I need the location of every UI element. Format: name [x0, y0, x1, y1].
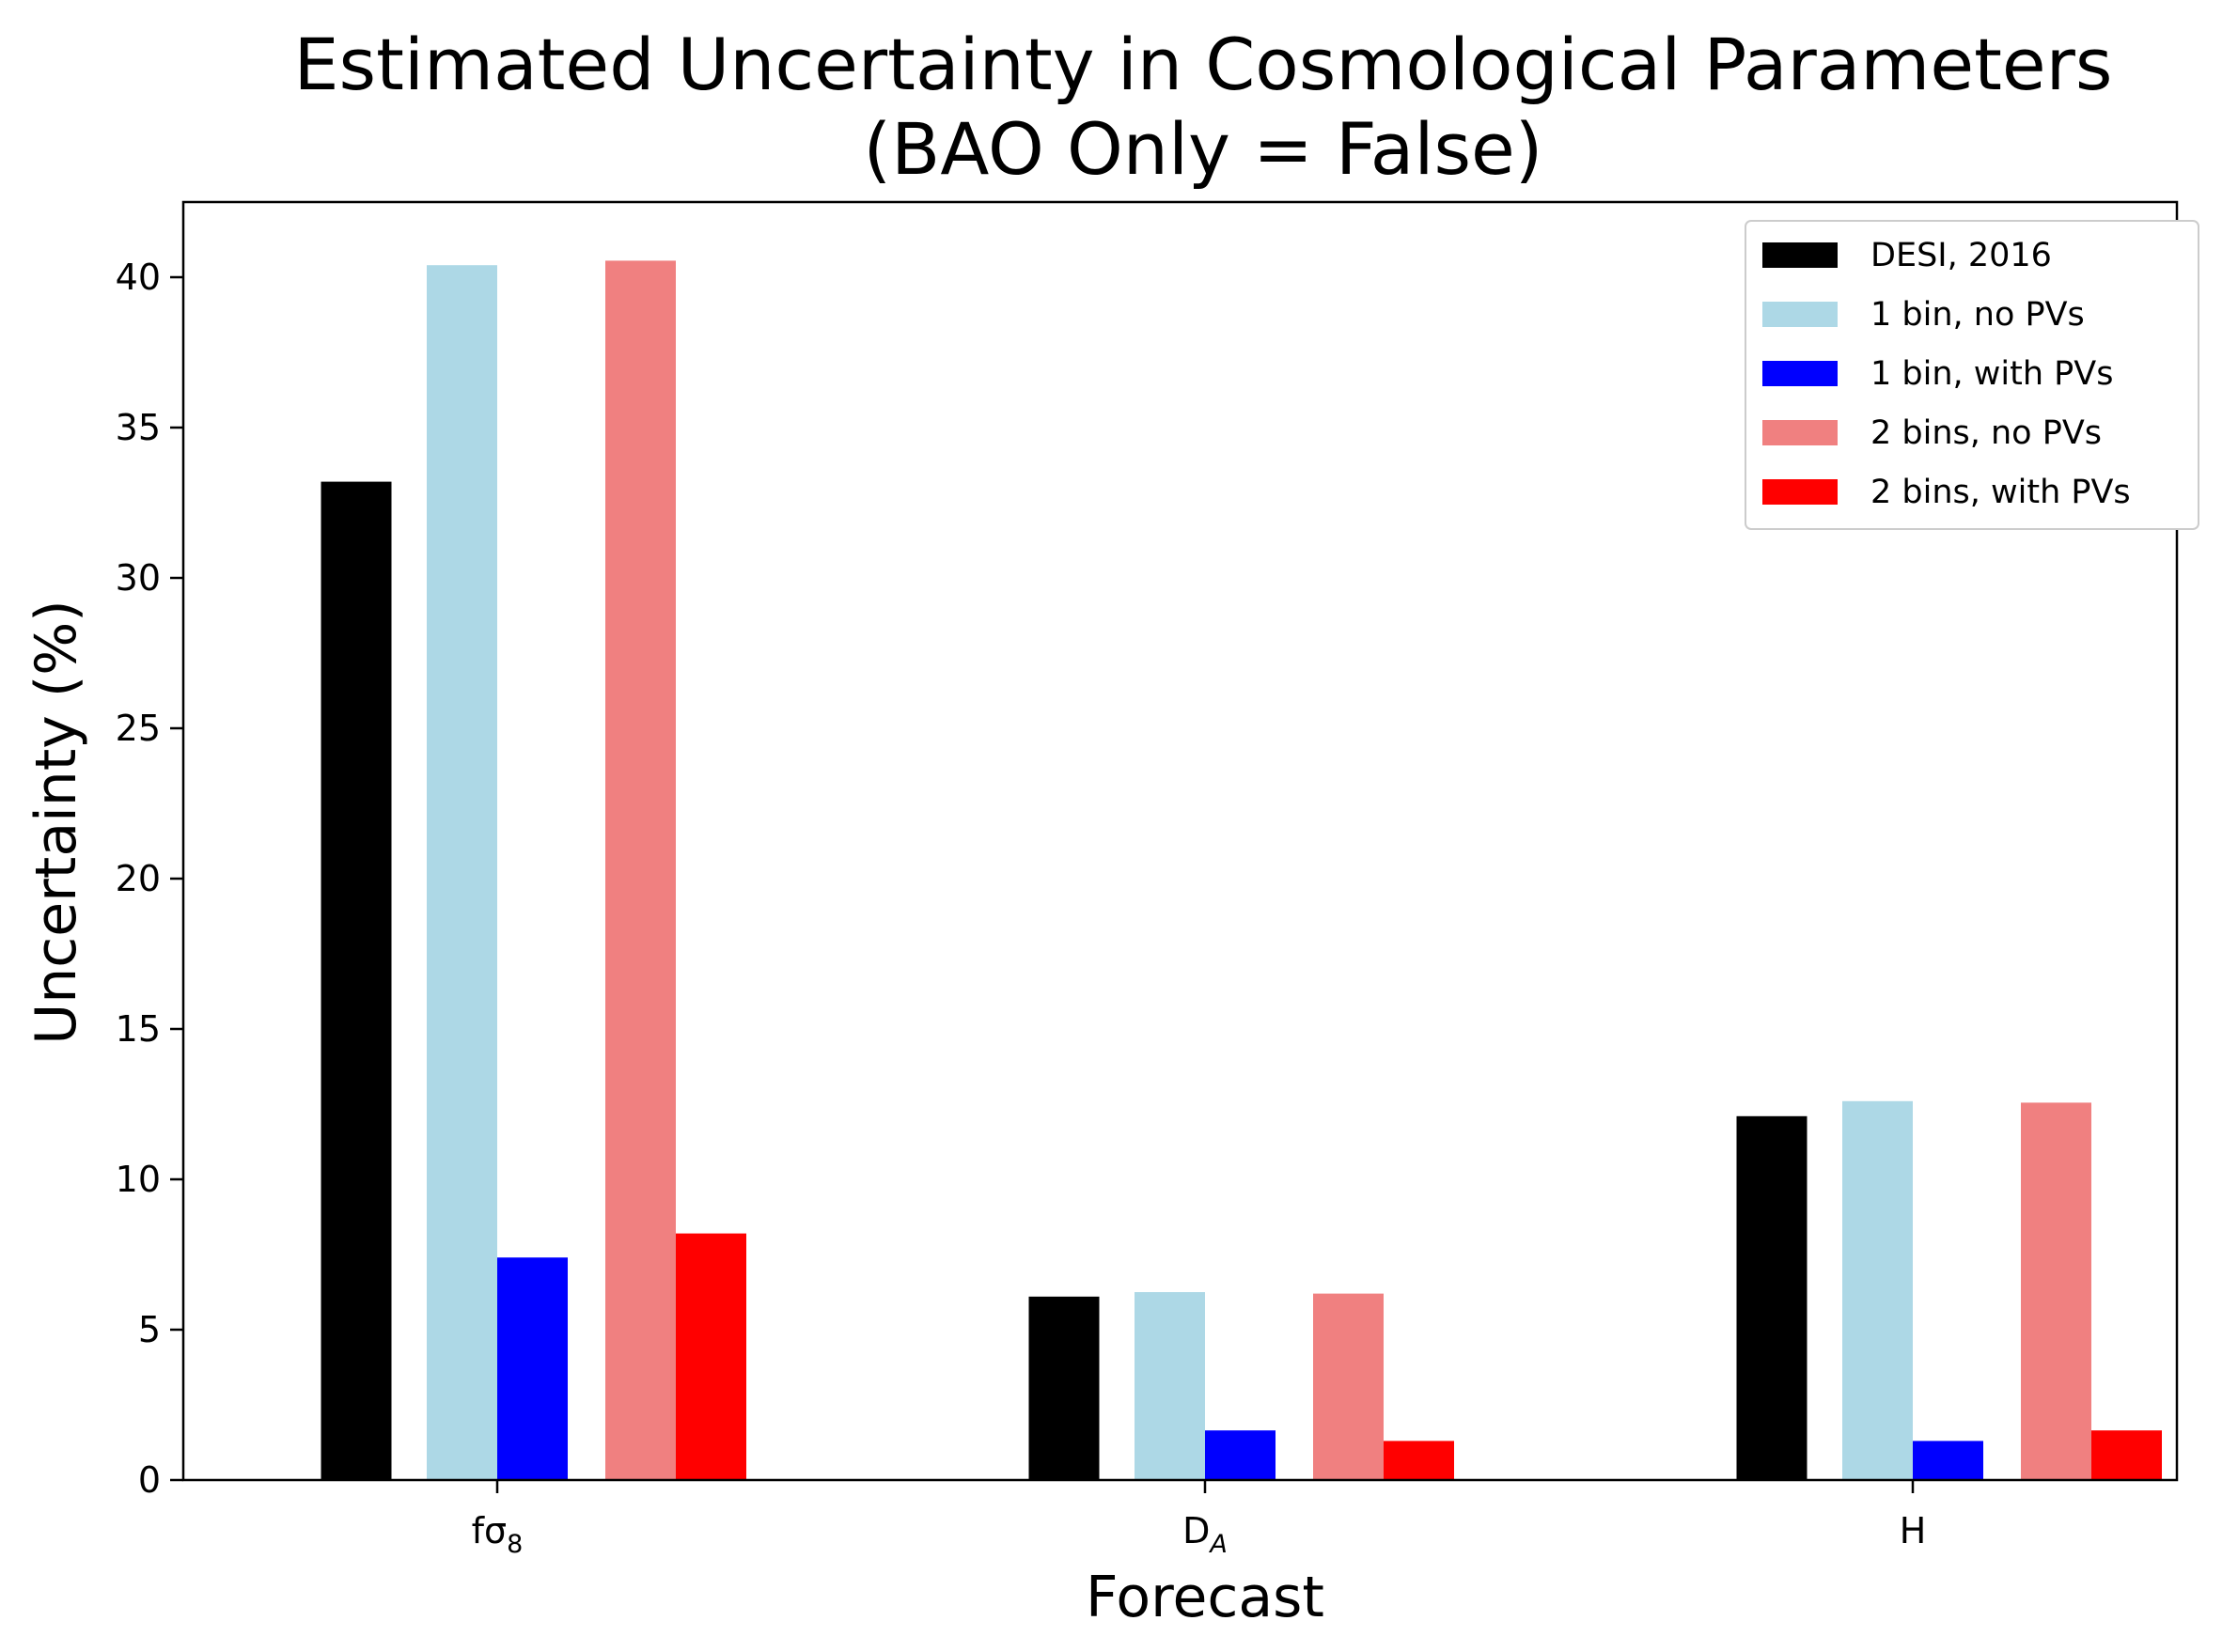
bar-2-bins-with-pvs-1	[1384, 1441, 1454, 1480]
bar-1-bin-no-pvs-0	[427, 265, 497, 1481]
bar-1-bin-with-pvs-2	[1913, 1441, 1983, 1480]
x-tick-label: H	[1900, 1510, 1927, 1551]
chart-subtitle: (BAO Only = False)	[864, 107, 1543, 191]
legend-frame	[1745, 220, 2199, 530]
legend-label: 1 bin, with PVs	[1870, 355, 2113, 393]
bar-2-bins-no-pvs-0	[605, 260, 676, 1480]
y-tick-label: 10	[116, 1159, 161, 1200]
chart-title: Estimated Uncertainty in Cosmological Pa…	[294, 23, 2113, 106]
x-axis: fσ8 DA H	[472, 1480, 1927, 1559]
legend-label: 2 bins, with PVs	[1870, 474, 2131, 511]
bar-desi-2016-1	[1028, 1296, 1100, 1480]
legend-swatch	[1762, 420, 1838, 445]
bar-2-bins-with-pvs-0	[676, 1233, 746, 1480]
legend-swatch	[1762, 302, 1838, 327]
y-tick-label: 40	[116, 257, 161, 298]
legend-label: DESI, 2016	[1870, 237, 2052, 274]
y-tick-label: 5	[138, 1309, 161, 1350]
legend-swatch	[1762, 479, 1838, 505]
legend-swatch	[1762, 361, 1838, 386]
y-tick-label: 15	[116, 1008, 161, 1050]
x-tick-label: DA	[1182, 1510, 1228, 1559]
y-tick-label: 20	[116, 858, 161, 899]
bar-2-bins-with-pvs-2	[2091, 1430, 2162, 1480]
legend-label: 2 bins, no PVs	[1870, 414, 2102, 452]
bar-1-bin-with-pvs-0	[497, 1257, 568, 1480]
bar-1-bin-no-pvs-2	[1842, 1100, 1913, 1480]
bar-1-bin-with-pvs-1	[1205, 1430, 1276, 1480]
y-tick-label: 25	[116, 708, 161, 749]
bar-2-bins-no-pvs-1	[1313, 1293, 1384, 1480]
bar-2-bins-no-pvs-2	[2021, 1102, 2091, 1480]
y-axis: 0 5 10 15 20 25 30 35 40	[116, 257, 183, 1501]
y-tick-label: 0	[138, 1459, 161, 1501]
x-tick-label: fσ8	[472, 1510, 524, 1559]
y-axis-label: Uncertainty (%)	[23, 600, 89, 1044]
plot-area-frame	[181, 200, 2179, 1482]
y-tick-label: 30	[116, 557, 161, 599]
y-tick-label: 35	[116, 407, 161, 448]
bar-desi-2016-0	[321, 481, 392, 1480]
bars-layer	[321, 260, 2162, 1481]
legend-label: 1 bin, no PVs	[1870, 296, 2085, 334]
legend-swatch	[1762, 242, 1838, 268]
bar-1-bin-no-pvs-1	[1135, 1292, 1205, 1480]
legend: DESI, 2016 1 bin, no PVs 1 bin, with PVs 2 …	[1745, 220, 2199, 530]
bar-desi-2016-2	[1736, 1115, 1808, 1480]
x-axis-label: Forecast	[1086, 1565, 1324, 1630]
